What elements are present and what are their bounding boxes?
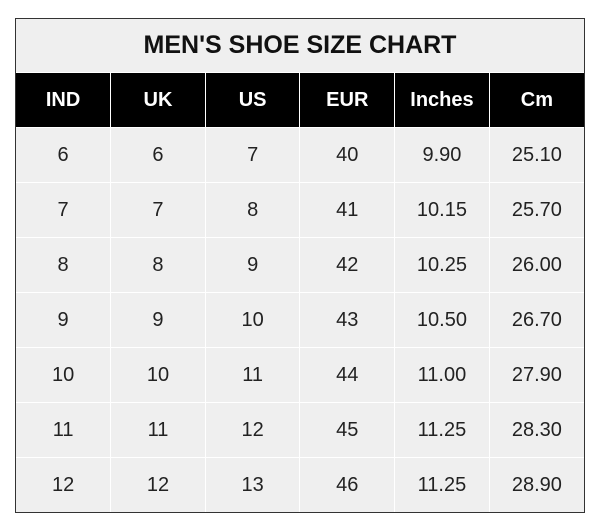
cell-us: 12 bbox=[204, 402, 301, 458]
table-row: 6 6 7 40 9.90 25.10 bbox=[16, 127, 584, 183]
column-header-inches: Inches bbox=[394, 73, 490, 128]
table-row: 10 10 11 44 11.00 27.90 bbox=[16, 347, 584, 403]
cell-us: 10 bbox=[204, 292, 301, 348]
cell-inches: 10.50 bbox=[394, 292, 490, 348]
cell-eur: 40 bbox=[299, 127, 396, 183]
cell-ind: 12 bbox=[16, 457, 112, 512]
cell-ind: 10 bbox=[16, 347, 112, 403]
cell-us: 8 bbox=[204, 182, 301, 238]
header-row: IND UK US EUR Inches Cm bbox=[16, 73, 584, 128]
cell-inches: 10.25 bbox=[394, 237, 490, 293]
column-header-ind: IND bbox=[16, 73, 112, 128]
column-header-cm: Cm bbox=[488, 73, 584, 128]
cell-ind: 6 bbox=[16, 127, 112, 183]
column-header-us: US bbox=[204, 73, 301, 128]
cell-us: 9 bbox=[204, 237, 301, 293]
column-header-uk: UK bbox=[110, 73, 206, 128]
cell-ind: 8 bbox=[16, 237, 112, 293]
cell-ind: 11 bbox=[16, 402, 112, 458]
chart-title: MEN'S SHOE SIZE CHART bbox=[16, 19, 584, 73]
cell-uk: 9 bbox=[110, 292, 206, 348]
table-row: 12 12 13 46 11.25 28.90 bbox=[16, 457, 584, 512]
table-row: 7 7 8 41 10.15 25.70 bbox=[16, 182, 584, 238]
cell-eur: 41 bbox=[299, 182, 396, 238]
table-row: 8 8 9 42 10.25 26.00 bbox=[16, 237, 584, 293]
cell-uk: 10 bbox=[110, 347, 206, 403]
cell-cm: 25.70 bbox=[488, 182, 584, 238]
cell-uk: 11 bbox=[110, 402, 206, 458]
size-chart: MEN'S SHOE SIZE CHART IND UK US EUR Inches Cm… bbox=[15, 18, 585, 513]
table-row: 9 9 10 43 10.50 26.70 bbox=[16, 292, 584, 348]
cell-inches: 9.90 bbox=[394, 127, 490, 183]
cell-uk: 8 bbox=[110, 237, 206, 293]
size-table: IND UK US EUR Inches Cm 6 6 7 40 9.90 25.10 7 7 8 41 10… bbox=[16, 73, 584, 512]
cell-us: 11 bbox=[204, 347, 301, 403]
cell-eur: 45 bbox=[299, 402, 396, 458]
cell-cm: 28.90 bbox=[488, 457, 584, 512]
cell-ind: 9 bbox=[16, 292, 112, 348]
cell-ind: 7 bbox=[16, 182, 112, 238]
table-row: 11 11 12 45 11.25 28.30 bbox=[16, 402, 584, 458]
cell-us: 7 bbox=[204, 127, 301, 183]
cell-cm: 27.90 bbox=[488, 347, 584, 403]
cell-inches: 11.25 bbox=[394, 402, 490, 458]
cell-eur: 43 bbox=[299, 292, 396, 348]
cell-cm: 26.70 bbox=[488, 292, 584, 348]
cell-cm: 26.00 bbox=[488, 237, 584, 293]
cell-eur: 44 bbox=[299, 347, 396, 403]
cell-uk: 12 bbox=[110, 457, 206, 512]
cell-inches: 11.25 bbox=[394, 457, 490, 512]
cell-eur: 42 bbox=[299, 237, 396, 293]
cell-inches: 10.15 bbox=[394, 182, 490, 238]
cell-eur: 46 bbox=[299, 457, 396, 512]
cell-us: 13 bbox=[204, 457, 301, 512]
cell-uk: 6 bbox=[110, 127, 206, 183]
cell-uk: 7 bbox=[110, 182, 206, 238]
cell-cm: 25.10 bbox=[488, 127, 584, 183]
cell-cm: 28.30 bbox=[488, 402, 584, 458]
cell-inches: 11.00 bbox=[394, 347, 490, 403]
column-header-eur: EUR bbox=[299, 73, 396, 128]
